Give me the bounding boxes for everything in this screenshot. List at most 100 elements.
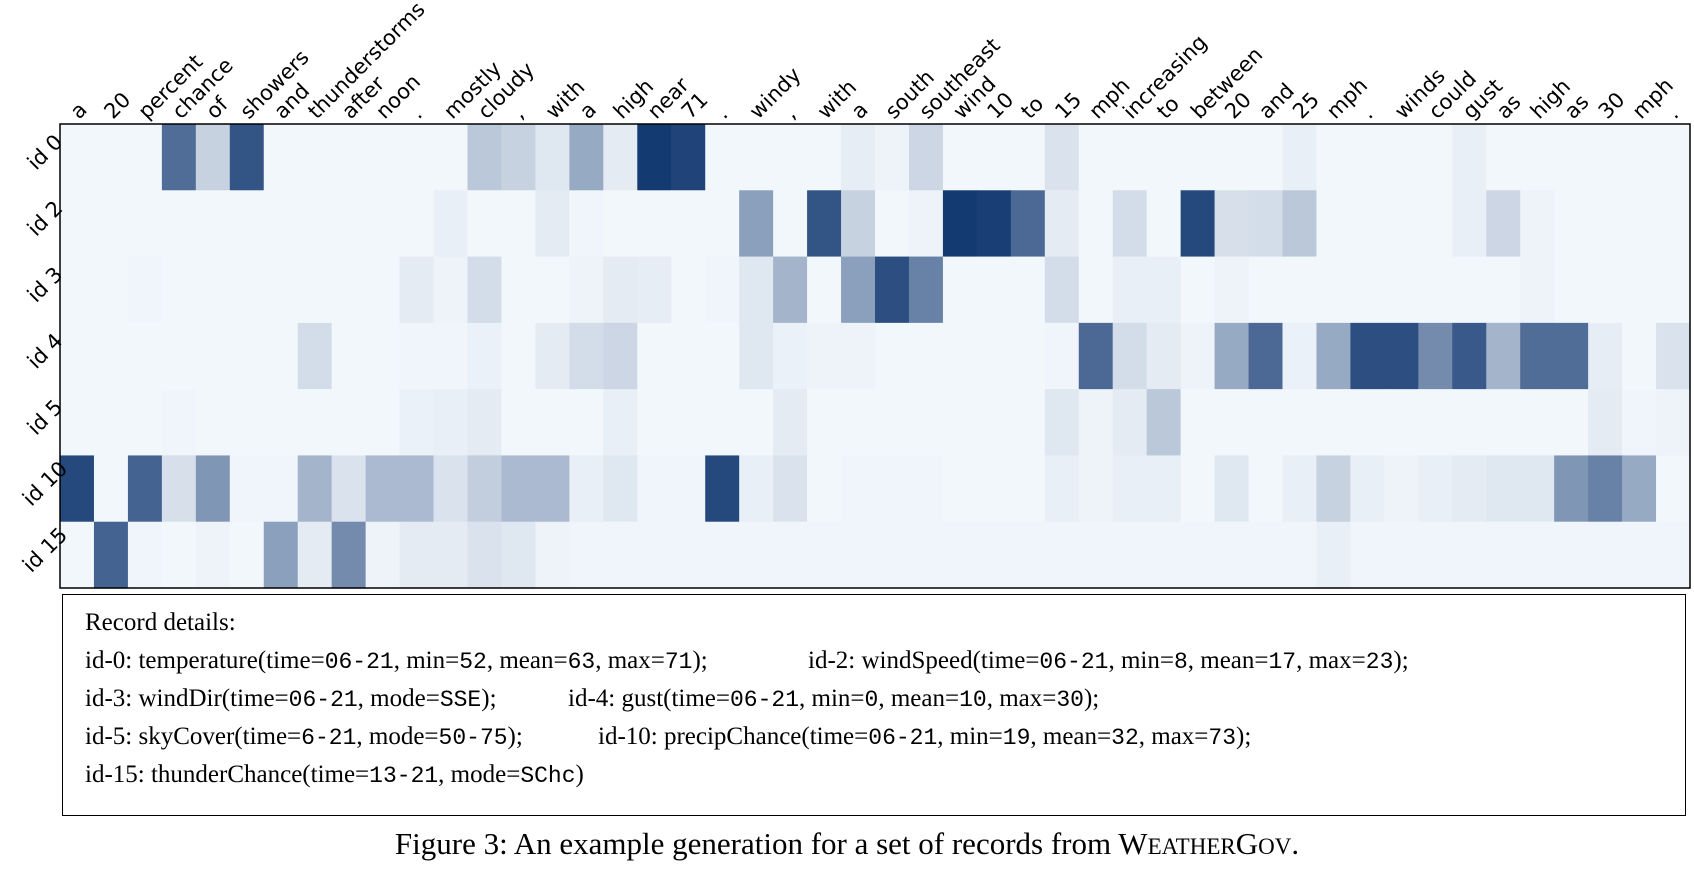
heatmap-cell bbox=[841, 322, 876, 390]
heatmap-cell bbox=[569, 322, 604, 390]
heatmap-cell bbox=[1010, 322, 1046, 390]
heatmap-cell bbox=[1622, 124, 1657, 191]
heatmap-cell bbox=[1350, 389, 1385, 457]
heatmap-cell bbox=[773, 124, 808, 191]
heatmap-cell bbox=[1282, 521, 1318, 589]
heatmap-cell bbox=[671, 322, 706, 390]
heatmap-cell bbox=[161, 322, 197, 390]
heatmap-cell bbox=[671, 190, 706, 258]
heatmap-cell bbox=[1588, 521, 1623, 589]
heatmap-cell bbox=[1078, 190, 1114, 258]
heatmap-cell bbox=[1316, 322, 1352, 390]
heatmap-cell bbox=[1112, 322, 1148, 390]
heatmap-cell bbox=[603, 455, 638, 523]
heatmap-cell bbox=[1180, 256, 1216, 324]
heatmap-cell bbox=[671, 455, 706, 523]
heatmap-cell bbox=[908, 190, 944, 258]
heatmap-cell bbox=[1078, 256, 1114, 324]
heatmap-cell bbox=[773, 389, 808, 457]
heatmap-cell bbox=[127, 455, 163, 523]
heatmap-cell bbox=[1248, 190, 1284, 258]
heatmap-cell bbox=[908, 455, 944, 523]
heatmap-cell bbox=[841, 521, 876, 589]
heatmap-cell bbox=[433, 389, 469, 457]
heatmap-cell bbox=[1520, 455, 1555, 523]
heatmap-cell bbox=[1452, 455, 1487, 523]
heatmap-cell bbox=[433, 190, 469, 258]
heatmap-cell bbox=[1452, 190, 1487, 258]
figure-caption: Figure 3: An example generation for a se… bbox=[394, 826, 1300, 861]
heatmap-cell bbox=[331, 124, 367, 191]
heatmap-cell bbox=[535, 322, 570, 390]
heatmap-cell bbox=[1554, 455, 1589, 523]
heatmap-cell bbox=[1282, 389, 1318, 457]
heatmap-cell bbox=[1418, 322, 1453, 390]
heatmap-cell bbox=[739, 389, 774, 457]
heatmap-cell bbox=[875, 389, 910, 457]
heatmap-cell bbox=[942, 521, 978, 589]
heatmap-cell bbox=[976, 256, 1012, 324]
heatmap-cell bbox=[60, 190, 95, 258]
heatmap-cell bbox=[603, 521, 638, 589]
heatmap-cell bbox=[161, 455, 197, 523]
heatmap-cell bbox=[297, 521, 333, 589]
heatmap-cell bbox=[1622, 389, 1657, 457]
heatmap-cell bbox=[501, 190, 537, 258]
heatmap-cell bbox=[1112, 190, 1148, 258]
heatmap-cell bbox=[365, 322, 401, 390]
heatmap-cell bbox=[535, 455, 570, 523]
heatmap-cell bbox=[1010, 521, 1046, 589]
heatmap-cell bbox=[1316, 389, 1352, 457]
heatmap-cell bbox=[1044, 322, 1080, 390]
heatmap-cell bbox=[875, 256, 910, 324]
heatmap-cell bbox=[1656, 455, 1691, 523]
heatmap-cell bbox=[1656, 190, 1691, 258]
heatmap-cell bbox=[1282, 256, 1318, 324]
heatmap-cell bbox=[773, 256, 808, 324]
heatmap-cell bbox=[603, 124, 638, 191]
heatmap-cell bbox=[1010, 124, 1046, 191]
heatmap-cell bbox=[773, 322, 808, 390]
heatmap-cell bbox=[535, 124, 570, 191]
heatmap-cell bbox=[1384, 322, 1419, 390]
heatmap-cell bbox=[705, 190, 740, 258]
heatmap-cell bbox=[331, 455, 367, 523]
heatmap-cell bbox=[1384, 389, 1419, 457]
x-token-label: windy bbox=[745, 63, 806, 124]
heatmap-cell bbox=[1486, 322, 1521, 390]
heatmap-cell bbox=[1282, 190, 1318, 258]
heatmap-cell bbox=[1656, 521, 1691, 589]
heatmap-cell bbox=[1180, 322, 1216, 390]
heatmap-cell bbox=[1622, 455, 1657, 523]
heatmap-cell bbox=[1418, 190, 1453, 258]
heatmap-cell bbox=[127, 190, 163, 258]
heatmap-cell bbox=[603, 256, 638, 324]
heatmap-cell bbox=[705, 322, 740, 390]
x-token-label: , bbox=[779, 102, 801, 124]
heatmap-cell bbox=[807, 389, 842, 457]
heatmap-cell bbox=[807, 521, 842, 589]
heatmap-cell bbox=[1248, 124, 1284, 191]
heatmap-cell bbox=[399, 389, 435, 457]
heatmap-cell bbox=[773, 455, 808, 523]
heatmap-cell bbox=[331, 521, 367, 589]
heatmap-cells bbox=[60, 124, 1691, 589]
heatmap-cell bbox=[908, 521, 944, 589]
heatmap-cell bbox=[127, 124, 163, 191]
heatmap-cell bbox=[161, 190, 197, 258]
heatmap-cell bbox=[1180, 124, 1216, 191]
heatmap-cell bbox=[1622, 322, 1657, 390]
heatmap-cell bbox=[1520, 124, 1555, 191]
heatmap-cell bbox=[942, 256, 978, 324]
heatmap-cell bbox=[297, 124, 333, 191]
heatmap-cell bbox=[229, 455, 265, 523]
heatmap-cell bbox=[637, 455, 672, 523]
heatmap-cell bbox=[1486, 190, 1521, 258]
heatmap-cell bbox=[433, 521, 469, 589]
heatmap-cell bbox=[603, 190, 638, 258]
heatmap-cell bbox=[229, 190, 265, 258]
heatmap-cell bbox=[1112, 521, 1148, 589]
heatmap-cell bbox=[195, 124, 231, 191]
heatmap-cell bbox=[1146, 256, 1182, 324]
